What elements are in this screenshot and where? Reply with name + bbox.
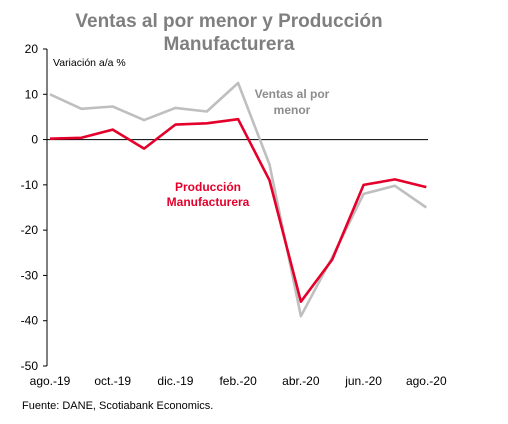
y-tick-label: 20 [25, 42, 39, 56]
y-tick-label: -30 [21, 268, 39, 282]
x-tick-label: jun.-20 [344, 374, 382, 388]
x-ticks: ago.-19 oct.-19 dic.-19 feb.-20 abr.-20 jun.-… [30, 374, 447, 388]
x-tick-label: ago.-20 [406, 374, 447, 388]
series-lines [49, 81, 428, 318]
source-note: Fuente: DANE, Scotiabank Economics. [22, 400, 213, 412]
y-tick-label: -10 [21, 178, 39, 192]
series-line-ventas [49, 81, 428, 318]
series-label-produccion-line-2: Manufacturera [167, 195, 250, 209]
series-label-produccion-line-1: Producción [175, 180, 241, 194]
x-tick-label: ago.-19 [30, 374, 71, 388]
series-line-produccion [49, 117, 427, 304]
series-label-ventas-line-1: Ventas al por [255, 87, 330, 101]
x-tick-label: oct.-19 [94, 374, 131, 388]
x-tick-label: feb.-20 [219, 374, 257, 388]
series-label-ventas-line-2: menor [274, 103, 311, 117]
y-tick-label: -40 [21, 314, 39, 328]
y-tick-label: -50 [21, 359, 39, 373]
axes [46, 49, 428, 366]
x-tick-label: dic.-19 [157, 374, 193, 388]
y-tick-label: -20 [21, 223, 39, 237]
y-axis-label: Variación a/a % [53, 57, 126, 69]
x-tick-label: abr.-20 [282, 374, 320, 388]
y-ticks: -50 -40 -30 -20 -10 0 10 20 [21, 42, 47, 373]
chart-title-line-1: Ventas al por menor y Producción [75, 11, 382, 32]
y-tick-label: 0 [31, 133, 38, 147]
y-tick-label: 10 [25, 87, 39, 101]
chart-title-line-2: Manufacturera [164, 34, 295, 55]
